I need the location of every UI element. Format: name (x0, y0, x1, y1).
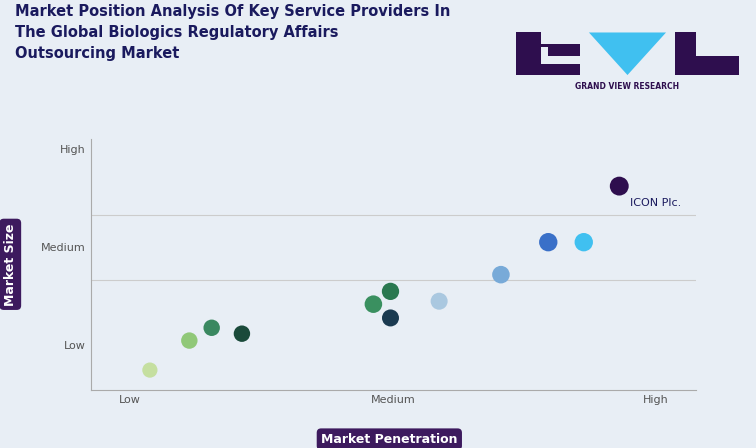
Point (385, 314, 397, 322)
Text: Market Penetration: Market Penetration (321, 433, 457, 446)
Point (385, 288, 397, 295)
FancyBboxPatch shape (675, 32, 739, 75)
FancyBboxPatch shape (516, 32, 580, 75)
Point (206, 324, 218, 332)
Point (578, 239, 590, 246)
Text: ICON Plc.: ICON Plc. (630, 198, 681, 208)
Point (183, 337, 195, 344)
Text: Market Size: Market Size (4, 223, 17, 306)
FancyBboxPatch shape (696, 32, 741, 56)
Point (433, 297, 445, 305)
Point (495, 271, 507, 278)
Point (236, 330, 248, 337)
Point (613, 182, 625, 190)
FancyBboxPatch shape (541, 32, 582, 43)
Point (367, 301, 380, 308)
FancyBboxPatch shape (541, 47, 582, 64)
FancyBboxPatch shape (548, 46, 580, 56)
Point (542, 239, 554, 246)
Text: GRAND VIEW RESEARCH: GRAND VIEW RESEARCH (575, 82, 680, 91)
FancyBboxPatch shape (702, 58, 736, 75)
Text: Market Position Analysis Of Key Service Providers In
The Global Biologics Regula: Market Position Analysis Of Key Service … (15, 4, 451, 61)
Polygon shape (589, 32, 666, 75)
Point (144, 366, 156, 374)
